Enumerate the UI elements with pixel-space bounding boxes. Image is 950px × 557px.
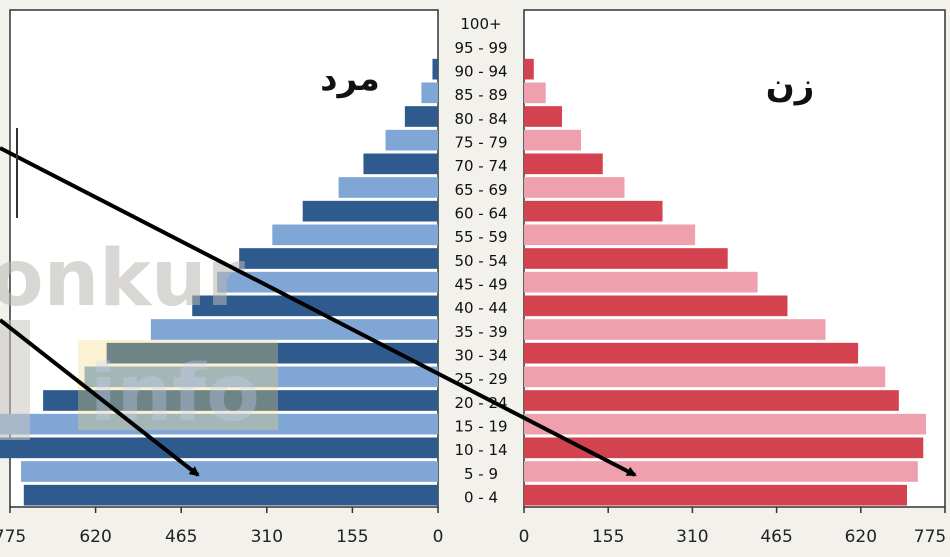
female-tick-label: 310 <box>676 527 708 547</box>
female-bar <box>524 484 907 506</box>
male-bar <box>84 366 438 388</box>
arrow-to-male-bars <box>0 318 200 477</box>
female-bar <box>524 200 663 222</box>
female-bar <box>524 437 924 459</box>
age-group-label: 70 - 74 <box>454 157 507 175</box>
male-bar <box>106 342 438 364</box>
male-bar <box>23 484 438 506</box>
age-group-label: 0 - 4 <box>464 489 498 507</box>
age-group-label: 65 - 69 <box>454 181 507 199</box>
watermark-badge <box>78 340 278 430</box>
watermark: onkur info <box>0 234 278 440</box>
x-axis-ticks: 775 620 465 310 155 0 0 155 310 465 620 775 <box>0 507 946 547</box>
age-group-label: 90 - 94 <box>454 63 507 81</box>
age-group-label: 85 - 89 <box>454 86 507 104</box>
male-panel-title: مرد <box>320 59 380 99</box>
age-group-label: 20 - 24 <box>454 394 507 412</box>
age-group-label: 5 - 9 <box>464 465 498 483</box>
annotation-arrows <box>0 128 637 477</box>
female-bar <box>524 342 859 364</box>
male-bar <box>21 461 438 482</box>
male-bar <box>0 437 439 459</box>
male-tick-label: 620 <box>79 527 111 547</box>
male-bar <box>432 58 438 80</box>
female-bar <box>524 82 546 104</box>
age-group-label: 10 - 14 <box>454 441 507 459</box>
female-tick-label: 775 <box>914 527 946 547</box>
female-bar <box>524 153 603 175</box>
age-group-label: 50 - 54 <box>454 252 507 270</box>
female-tick-label: 155 <box>592 527 624 547</box>
male-bar <box>239 248 438 269</box>
male-tick-label: 775 <box>0 527 26 547</box>
female-tick-label: 620 <box>845 527 877 547</box>
female-bar <box>524 390 899 411</box>
female-bar <box>524 129 582 151</box>
age-group-label: 45 - 49 <box>454 276 507 294</box>
male-bar <box>0 413 439 435</box>
age-group-labels: 0 - 4 5 - 9 10 - 14 15 - 19 20 - 24 25 - 29 30… <box>454 15 507 506</box>
male-bar <box>272 224 438 246</box>
age-group-label: 95 - 99 <box>454 39 507 57</box>
age-group-label: 30 - 34 <box>454 347 507 365</box>
female-bar <box>524 248 728 269</box>
age-group-label: 100+ <box>460 15 501 33</box>
age-group-label: 35 - 39 <box>454 323 507 341</box>
watermark-text-top: onkur <box>0 234 246 324</box>
age-group-label: 15 - 19 <box>454 418 507 436</box>
female-bar <box>524 295 788 317</box>
male-bar <box>43 390 438 411</box>
male-tick-label: 465 <box>165 527 197 547</box>
female-tick-label: 0 <box>519 527 530 547</box>
male-bar <box>338 177 438 198</box>
male-bar <box>404 106 438 127</box>
age-group-label: 25 - 29 <box>454 370 507 388</box>
age-group-label: 60 - 64 <box>454 205 507 223</box>
male-tick-label: 310 <box>251 527 283 547</box>
age-group-label: 55 - 59 <box>454 228 507 246</box>
female-bar <box>524 319 826 340</box>
age-group-label: 40 - 44 <box>454 299 507 317</box>
male-tick-label: 0 <box>433 527 444 547</box>
female-bar <box>524 366 886 388</box>
male-bar <box>302 200 438 222</box>
female-panel-title: زن <box>766 66 815 106</box>
male-bar <box>421 82 438 104</box>
age-group-label: 75 - 79 <box>454 134 507 152</box>
female-tick-label: 465 <box>760 527 792 547</box>
female-bar <box>524 224 696 246</box>
watermark-text-bottom: info <box>90 349 260 439</box>
male-bar <box>192 295 438 317</box>
male-bar <box>363 153 438 175</box>
arrow-to-female-bars <box>0 146 637 477</box>
age-group-label: 80 - 84 <box>454 110 507 128</box>
female-bar <box>524 106 563 127</box>
female-bar <box>524 177 625 198</box>
female-bar <box>524 271 758 293</box>
male-bar <box>385 129 438 151</box>
male-tick-label: 155 <box>336 527 368 547</box>
female-bar <box>524 413 926 435</box>
female-bar <box>524 461 918 482</box>
female-bar <box>524 58 534 80</box>
